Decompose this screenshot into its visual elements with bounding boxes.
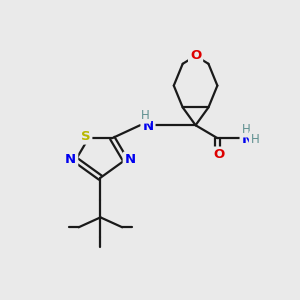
Text: O: O	[214, 148, 225, 161]
Text: H: H	[250, 133, 260, 146]
Text: H: H	[141, 109, 149, 122]
Text: S: S	[81, 130, 90, 142]
Text: N: N	[242, 133, 253, 146]
Text: N: N	[65, 153, 76, 167]
Text: H: H	[242, 123, 250, 136]
Text: N: N	[124, 153, 136, 167]
Text: N: N	[142, 120, 154, 133]
Text: O: O	[190, 50, 201, 62]
